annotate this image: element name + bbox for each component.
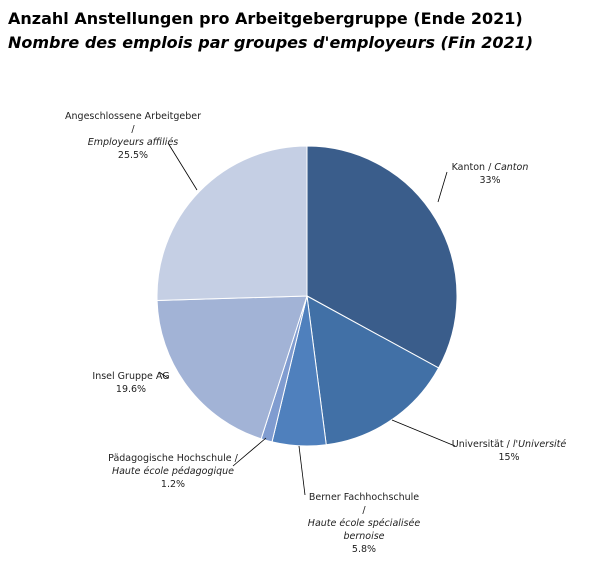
category-label: Kanton / — [451, 162, 492, 173]
value-label: 1.2% — [160, 479, 186, 490]
category-label-fr: Haute école spécialisée bernoise — [307, 518, 421, 542]
category-label: Angeschlossene Arbeitgeber / — [65, 111, 201, 135]
pie-slice — [306, 145, 458, 369]
leader-lines — [158, 142, 456, 496]
pie-slice — [306, 295, 440, 446]
leader-line — [158, 371, 169, 379]
category-label: Berner Fachhochschule / — [308, 492, 420, 516]
slice-label: Angeschlossene Arbeitgeber / Employeurs a… — [63, 110, 203, 162]
category-label: Universität / — [451, 439, 510, 450]
category-label: Insel Gruppe AG — [92, 371, 170, 382]
category-label-fr: Canton — [494, 162, 529, 173]
value-label: 15% — [498, 452, 520, 463]
category-label-fr: Haute école pédagogique — [111, 466, 235, 477]
leader-line — [167, 142, 198, 191]
category-label: Pädagogische Hochschule / — [108, 453, 238, 464]
value-label: 33% — [479, 175, 501, 186]
slice-label: Berner Fachhochschule / Haute école spéci… — [306, 491, 422, 556]
pie-slice — [156, 145, 308, 301]
leader-line — [232, 437, 267, 467]
slice-label: Pädagogische Hochschule / Haute école péd… — [108, 452, 238, 491]
leader-line — [391, 419, 456, 447]
slice-label: Kanton / Canton 33% — [440, 161, 540, 187]
value-label: 19.6% — [115, 384, 147, 395]
value-label: 25.5% — [117, 150, 149, 161]
value-label: 5.8% — [351, 544, 377, 555]
slice-label: Universität / l'Université 15% — [439, 438, 579, 464]
leader-line — [437, 171, 448, 203]
category-label-fr: l'Université — [512, 439, 567, 450]
pie-slice — [156, 295, 308, 440]
chart-title: Anzahl Anstellungen pro Arbeitgebergrupp… — [8, 9, 523, 28]
category-label-fr: Employeurs affiliés — [87, 137, 179, 148]
chart-subtitle: Nombre des emplois par groupes d'employe… — [8, 33, 534, 52]
leader-line — [298, 445, 306, 496]
slice-label: Insel Gruppe AG 19.6% — [81, 370, 181, 396]
